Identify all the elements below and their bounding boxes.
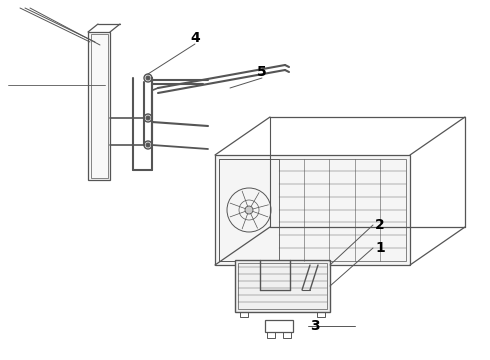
Text: 3: 3: [310, 319, 319, 333]
Text: 1: 1: [375, 241, 385, 255]
Bar: [267, 332, 275, 338]
Bar: [240, 312, 248, 317]
Bar: [88, 32, 110, 180]
Bar: [215, 155, 410, 265]
Bar: [91, 34, 108, 178]
Text: 4: 4: [190, 31, 200, 45]
Text: 5: 5: [257, 65, 267, 79]
Circle shape: [146, 116, 150, 120]
Circle shape: [245, 206, 253, 214]
Bar: [238, 263, 327, 309]
Circle shape: [144, 141, 152, 149]
Bar: [219, 159, 406, 261]
Text: 2: 2: [375, 218, 385, 232]
Bar: [317, 312, 325, 317]
Circle shape: [144, 114, 152, 122]
Circle shape: [146, 76, 150, 80]
Circle shape: [144, 74, 152, 82]
Bar: [219, 159, 279, 261]
Bar: [265, 320, 293, 332]
Circle shape: [146, 143, 150, 147]
Bar: [283, 332, 291, 338]
Bar: [235, 260, 330, 312]
